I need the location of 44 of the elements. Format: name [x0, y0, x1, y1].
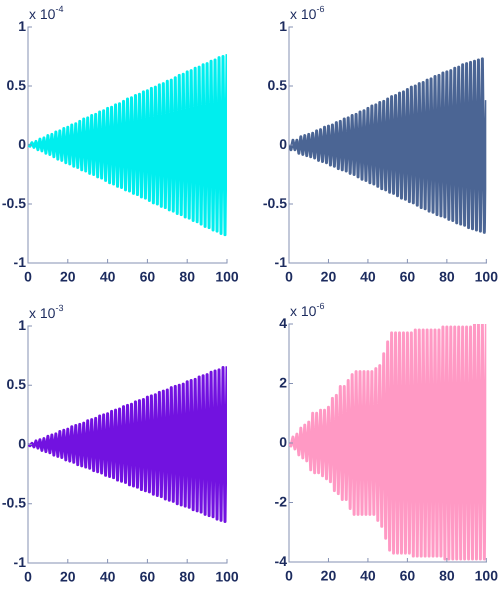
y-tick-label: 1: [18, 18, 26, 34]
x-tick-label: 60: [400, 268, 416, 284]
y-tick-label: 2: [279, 374, 288, 390]
x-tick-label: 100: [215, 268, 239, 284]
y-tick-label: -1: [274, 254, 288, 270]
y-tick-label: 0.5: [268, 76, 288, 93]
y-tick-label: -0.5: [2, 494, 26, 511]
x-tick-label: 20: [60, 268, 76, 284]
y-tick-label: -0.5: [2, 194, 26, 211]
x-tick-label: 80: [439, 567, 455, 584]
y-tick-label: 0.5: [6, 76, 26, 93]
x-tick-label: 40: [360, 567, 376, 584]
y-tick-label: 0: [279, 434, 288, 450]
y-tick-label: -1: [14, 254, 26, 270]
text: x 10$^{-6}$: [290, 4, 324, 22]
x-tick-label: 20: [320, 567, 336, 584]
text: x 10$^{-6}$: [290, 301, 324, 319]
x-tick-label: 40: [100, 268, 116, 284]
y-tick-label: -1: [14, 554, 26, 570]
x-tick-label: 80: [179, 568, 196, 584]
x-tick-label: 100: [474, 268, 498, 284]
x-tick-label: 100: [215, 568, 239, 584]
y-tick-label: 0: [279, 136, 288, 152]
x-tick-label: 80: [179, 268, 196, 284]
y-tick-label: -4: [274, 552, 288, 569]
y-tick-label: 1: [18, 316, 26, 333]
x-tick-label: 80: [439, 268, 455, 284]
x-tick-label: 60: [140, 568, 156, 584]
x-tick-label: 40: [100, 568, 116, 584]
x-tick-label: 100: [474, 567, 498, 584]
y-tick-label: 0.5: [6, 376, 26, 392]
x-tick-label: 60: [140, 268, 156, 284]
y-tick-label: 0: [18, 435, 26, 452]
text: x 10$^{-3}$: [29, 303, 64, 321]
x-tick-label: 40: [360, 268, 376, 284]
y-tick-label: 1: [279, 18, 288, 34]
x-tick-label: 60: [400, 567, 416, 584]
y-tick-label: 0: [18, 136, 26, 152]
x-tick-label: 20: [60, 568, 76, 584]
y-tick-label: -2: [274, 493, 288, 510]
y-tick-label: -0.5: [262, 194, 288, 211]
x-tick-label: 20: [320, 268, 336, 284]
y-tick-label: 4: [279, 314, 288, 331]
text: x 10$^{-4}$: [29, 4, 64, 22]
